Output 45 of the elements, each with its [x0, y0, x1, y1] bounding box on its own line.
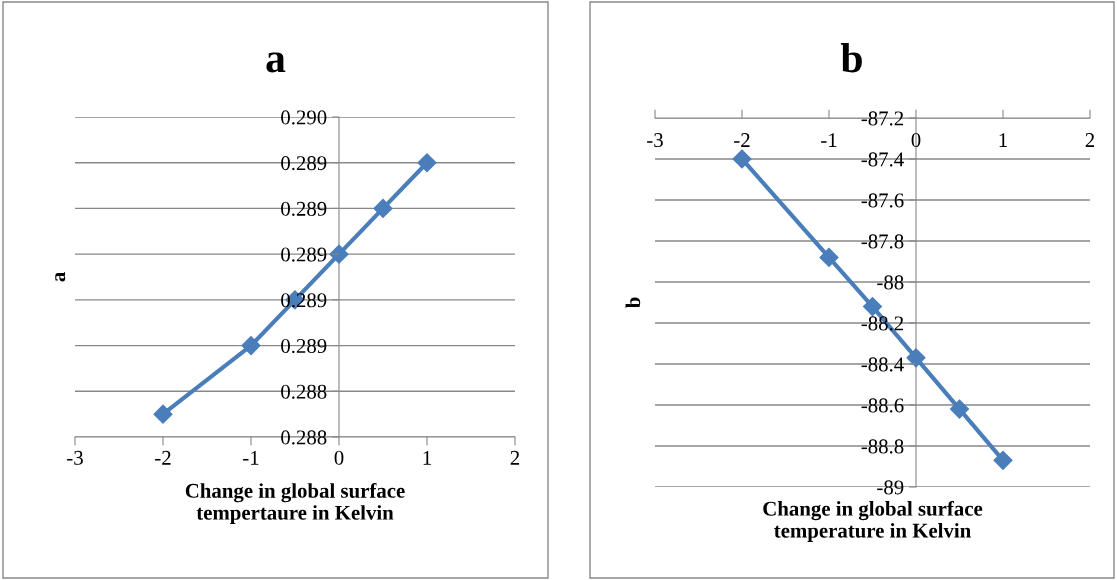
x-tick-label: 1 — [423, 450, 431, 465]
y-tick-label: -88.4 — [861, 357, 904, 372]
x-tick-label: -3 — [647, 133, 663, 148]
x-tick-label: -2 — [734, 133, 750, 147]
y-tick-label: 0.288 — [281, 430, 327, 445]
x-tick-label: -2 — [155, 450, 171, 465]
point — [241, 336, 261, 356]
chart-title: b — [840, 43, 862, 73]
x-tick-label: 2 — [510, 450, 520, 465]
y-tick-label: -87.8 — [861, 234, 904, 249]
point — [373, 198, 393, 218]
point — [732, 149, 752, 169]
x-tick-label: 2 — [1085, 133, 1095, 147]
x-axis-title: Change in global surface temperature in Kelvin — [763, 500, 983, 542]
x-tick-label: 1 — [999, 133, 1007, 147]
point — [153, 404, 173, 424]
y-tick-label: 0.290 — [281, 110, 327, 125]
y-tick-label: 0.289 — [281, 338, 327, 354]
x-axis-title: Change in global surface tempertaure in Kelvin — [185, 482, 405, 525]
x-tick-label: -1 — [243, 450, 259, 465]
point — [819, 247, 839, 267]
y-tick-label: 0.289 — [281, 201, 327, 216]
y-tick-label: -89 — [877, 480, 904, 495]
y-tick-label: -87.6 — [861, 193, 904, 208]
x-tick-label: 0 — [334, 450, 344, 465]
y-tick-label: -87.4 — [861, 152, 904, 167]
y-tick-label: 0.289 — [281, 156, 327, 171]
x-tick-label: -1 — [821, 133, 837, 147]
x-tick-label: -3 — [67, 450, 83, 465]
y-tick-label: -88.8 — [861, 439, 904, 454]
y-tick-label: 0.288 — [281, 384, 327, 399]
point — [862, 297, 883, 317]
chart-title: a — [266, 52, 286, 73]
y-tick-label: 0.289 — [281, 247, 327, 262]
y-axis-title: b — [625, 297, 641, 309]
y-tick-label: -87.2 — [861, 111, 904, 126]
point — [329, 244, 349, 264]
point — [417, 153, 437, 173]
x-tick-label: 0 — [911, 133, 921, 148]
point — [949, 399, 970, 419]
point — [993, 450, 1013, 470]
y-tick-label: -88.6 — [861, 398, 904, 413]
y-axis-title: a — [55, 272, 66, 282]
point — [906, 348, 926, 368]
y-tick-label: -88 — [877, 275, 904, 290]
